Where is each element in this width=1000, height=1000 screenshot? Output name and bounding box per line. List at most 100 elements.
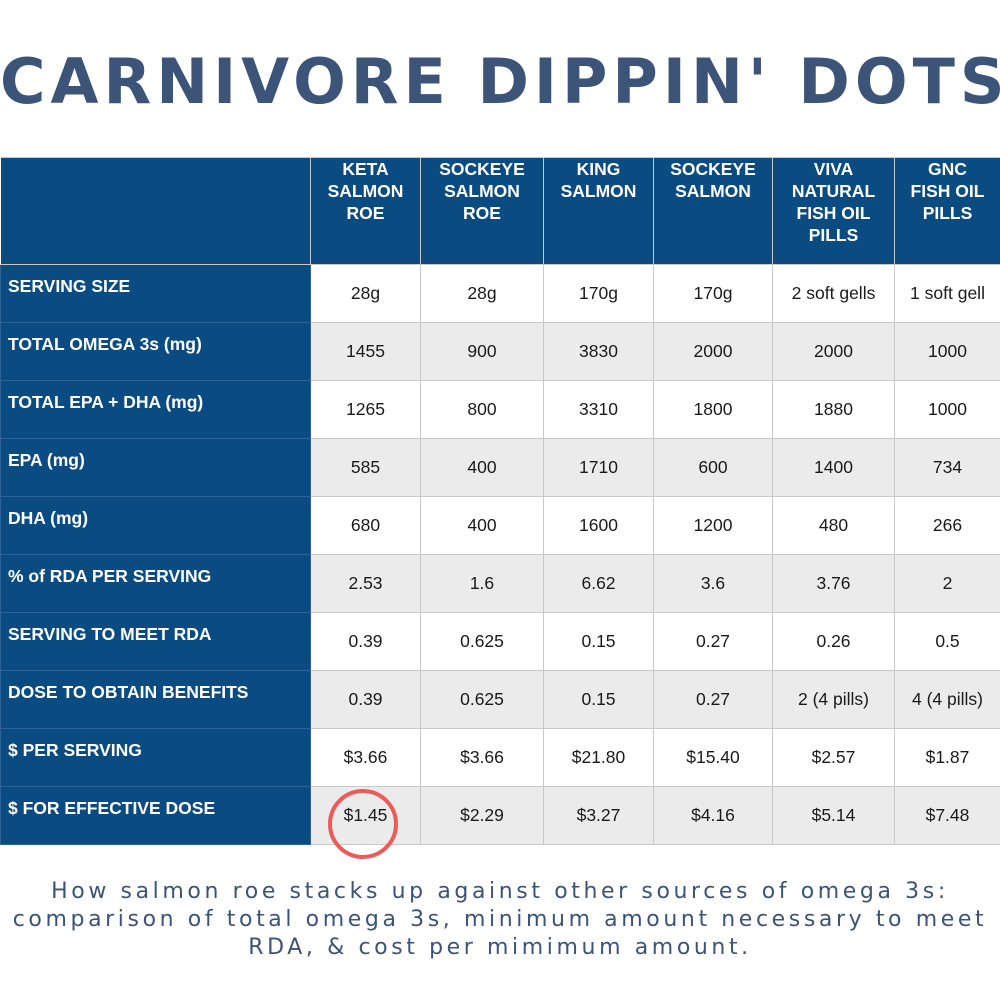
table-cell: 28g xyxy=(310,264,421,323)
column-header-line: FISH OIL xyxy=(796,203,871,223)
table-cell: $3.66 xyxy=(310,728,421,787)
row-label: $ FOR EFFECTIVE DOSE xyxy=(0,786,311,845)
row-label: $ PER SERVING xyxy=(0,728,311,787)
row-label: % of RDA PER SERVING xyxy=(0,554,311,613)
table-cell: 734 xyxy=(894,438,1000,497)
table-cell: 1000 xyxy=(894,322,1000,381)
table-cell: 0.15 xyxy=(543,670,654,729)
table-cell: 3.6 xyxy=(653,554,773,613)
table-cell: 2000 xyxy=(772,322,895,381)
header-corner-cell xyxy=(0,157,311,265)
table-cell: 400 xyxy=(420,496,544,555)
table-cell: 2 (4 pills) xyxy=(772,670,895,729)
table-cell: 800 xyxy=(420,380,544,439)
table-cell: 6.62 xyxy=(543,554,654,613)
column-header-line: KING xyxy=(576,159,621,179)
caption-line: RDA, & cost per mimimum amount. xyxy=(248,935,752,960)
row-label: EPA (mg) xyxy=(0,438,311,497)
table-cell: 1880 xyxy=(772,380,895,439)
table-cell: $3.27 xyxy=(543,786,654,845)
column-header: GNC FISH OIL PILLS xyxy=(894,157,1000,265)
table-cell: 0.39 xyxy=(310,612,421,671)
highlighted-value: $1.45 xyxy=(328,788,399,859)
column-header-line: GNC xyxy=(928,159,967,179)
caption-line: comparison of total omega 3s, minimum am… xyxy=(12,907,988,932)
page-title: CARNIVORE DIPPIN' DOTS xyxy=(0,45,1000,118)
table-cell: 170g xyxy=(543,264,654,323)
table-cell: 0.27 xyxy=(653,612,773,671)
table-row: DOSE TO OBTAIN BENEFITS 0.39 0.625 0.15 0.27… xyxy=(0,670,1000,729)
table-cell: 1000 xyxy=(894,380,1000,439)
column-header-line: SALMON xyxy=(560,181,637,201)
table-cell: 1400 xyxy=(772,438,895,497)
table-cell: 0.15 xyxy=(543,612,654,671)
highlight-circle xyxy=(328,788,399,859)
table-cell: 2 xyxy=(894,554,1000,613)
table-cell: 0.26 xyxy=(772,612,895,671)
table-cell: 3310 xyxy=(543,380,654,439)
table-row: SERVING TO MEET RDA 0.39 0.625 0.15 0.27 0.26… xyxy=(0,612,1000,671)
column-header-line: KETA xyxy=(342,159,389,179)
table-cell: 3830 xyxy=(543,322,654,381)
column-header-line: VIVA xyxy=(813,159,854,179)
row-label: TOTAL OMEGA 3s (mg) xyxy=(0,322,311,381)
row-label: SERVING TO MEET RDA xyxy=(0,612,311,671)
table-header-row: KETA SALMON ROE SOCKEYE SALMON ROE KING SALMON S… xyxy=(0,157,1000,265)
table-row: $ PER SERVING $3.66 $3.66 $21.80 $15.40 $2.57… xyxy=(0,728,1000,787)
comparison-table: KETA SALMON ROE SOCKEYE SALMON ROE KING SALMON S… xyxy=(0,157,1000,859)
column-header-line: SOCKEYE xyxy=(670,159,756,179)
column-header-line: SALMON xyxy=(675,181,751,201)
row-label: DOSE TO OBTAIN BENEFITS xyxy=(0,670,311,729)
table-row: % of RDA PER SERVING 2.53 1.6 6.62 3.6 3.76 2 xyxy=(0,554,1000,613)
table-cell: 3.76 xyxy=(772,554,895,613)
column-header-line: ROE xyxy=(346,203,385,223)
table-cell: 1600 xyxy=(543,496,654,555)
caption-line: How salmon roe stacks up against other s… xyxy=(51,879,949,904)
table-cell: 585 xyxy=(310,438,421,497)
caption: How salmon roe stacks up against other s… xyxy=(0,878,1000,962)
table-cell: $1.45 xyxy=(310,786,421,859)
table-cell: 266 xyxy=(894,496,1000,555)
table-cell: 1200 xyxy=(653,496,773,555)
table-cell: 1.6 xyxy=(420,554,544,613)
table-row: EPA (mg) 585 400 1710 600 1400 734 xyxy=(0,438,1000,497)
table-cell: $7.48 xyxy=(894,786,1000,845)
table-cell: 0.5 xyxy=(894,612,1000,671)
table-cell: 2000 xyxy=(653,322,773,381)
table-cell: $2.57 xyxy=(772,728,895,787)
table-cell: 480 xyxy=(772,496,895,555)
column-header-line: SALMON xyxy=(444,181,520,201)
table-cell: 2 soft gells xyxy=(772,264,895,323)
table-cell: $5.14 xyxy=(772,786,895,845)
column-header: VIVA NATURAL FISH OIL PILLS xyxy=(772,157,895,265)
table-body: SERVING SIZE 28g 28g 170g 170g 2 soft gells 1 … xyxy=(0,264,1000,859)
table-cell: 170g xyxy=(653,264,773,323)
table-cell: $15.40 xyxy=(653,728,773,787)
table-cell: $1.87 xyxy=(894,728,1000,787)
table-cell: 0.625 xyxy=(420,670,544,729)
column-header-line: PILLS xyxy=(922,203,973,223)
table-cell: 1455 xyxy=(310,322,421,381)
table-cell: 1 soft gell xyxy=(894,264,1000,323)
table-cell: 0.39 xyxy=(310,670,421,729)
column-header: KING SALMON xyxy=(543,157,654,265)
table-cell: 600 xyxy=(653,438,773,497)
column-header: SOCKEYE SALMON xyxy=(653,157,773,265)
column-header: KETA SALMON ROE xyxy=(310,157,421,265)
column-header-line: ROE xyxy=(463,203,501,223)
row-label: TOTAL EPA + DHA (mg) xyxy=(0,380,311,439)
table-cell: 1265 xyxy=(310,380,421,439)
column-header-line: FISH OIL xyxy=(910,181,985,201)
table-cell: 680 xyxy=(310,496,421,555)
row-label: DHA (mg) xyxy=(0,496,311,555)
table-row: TOTAL EPA + DHA (mg) 1265 800 3310 1800 1880 1… xyxy=(0,380,1000,439)
table-cell: 400 xyxy=(420,438,544,497)
table-cell: $3.66 xyxy=(420,728,544,787)
table-row: $ FOR EFFECTIVE DOSE $1.45 $2.29 $3.27 $4.16… xyxy=(0,786,1000,859)
table-cell: 0.27 xyxy=(653,670,773,729)
table-cell: $2.29 xyxy=(420,786,544,845)
row-label: SERVING SIZE xyxy=(0,264,311,323)
column-header-line: SOCKEYE xyxy=(439,159,525,179)
table-cell: 28g xyxy=(420,264,544,323)
column-header: SOCKEYE SALMON ROE xyxy=(420,157,544,265)
